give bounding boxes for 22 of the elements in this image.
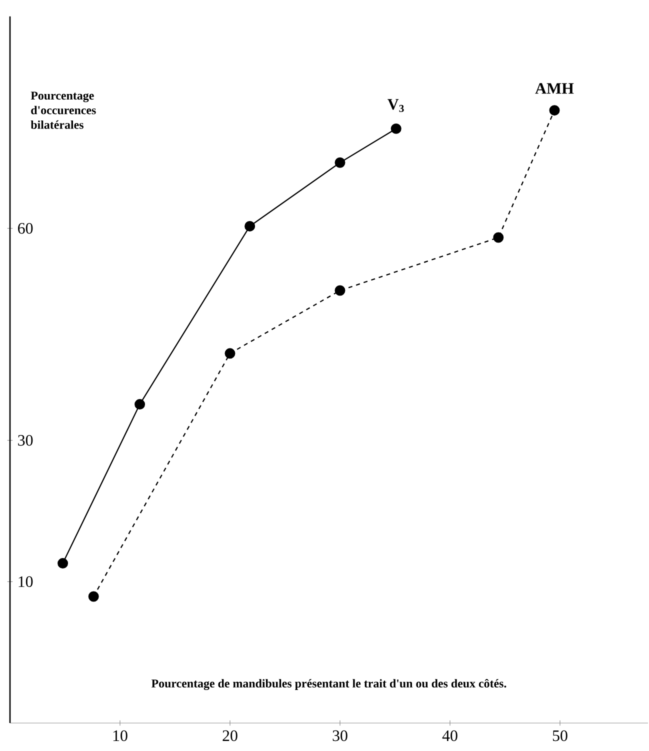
- series-label: AMH: [535, 83, 574, 94]
- series-label: V$_{3}$: [388, 99, 404, 112]
- point: [244, 220, 256, 232]
- y-tick-label: 60: [18, 222, 33, 234]
- point: [134, 399, 146, 410]
- point: [58, 558, 68, 569]
- x-axis-title: Pourcentage de mandibules présentant le trait d'un ou des deux côtés.: [151, 678, 506, 690]
- y-axis-title: Pourcentage d'occurences bilatérales: [30, 92, 96, 129]
- x-tick-label: 20: [222, 730, 238, 742]
- x-tick-label: 10: [113, 730, 128, 742]
- point: [390, 123, 402, 134]
- point: [493, 232, 504, 243]
- point: [549, 105, 560, 116]
- point: [334, 157, 346, 168]
- x-tick-label: 30: [332, 730, 348, 742]
- y-tick-label: 30: [18, 434, 33, 446]
- x-tick-label: 40: [442, 730, 458, 742]
- x-tick-label: 50: [552, 730, 568, 742]
- point: [334, 285, 346, 296]
- point: [224, 348, 236, 359]
- point: [88, 591, 99, 602]
- y-tick-label: 10: [18, 576, 33, 588]
